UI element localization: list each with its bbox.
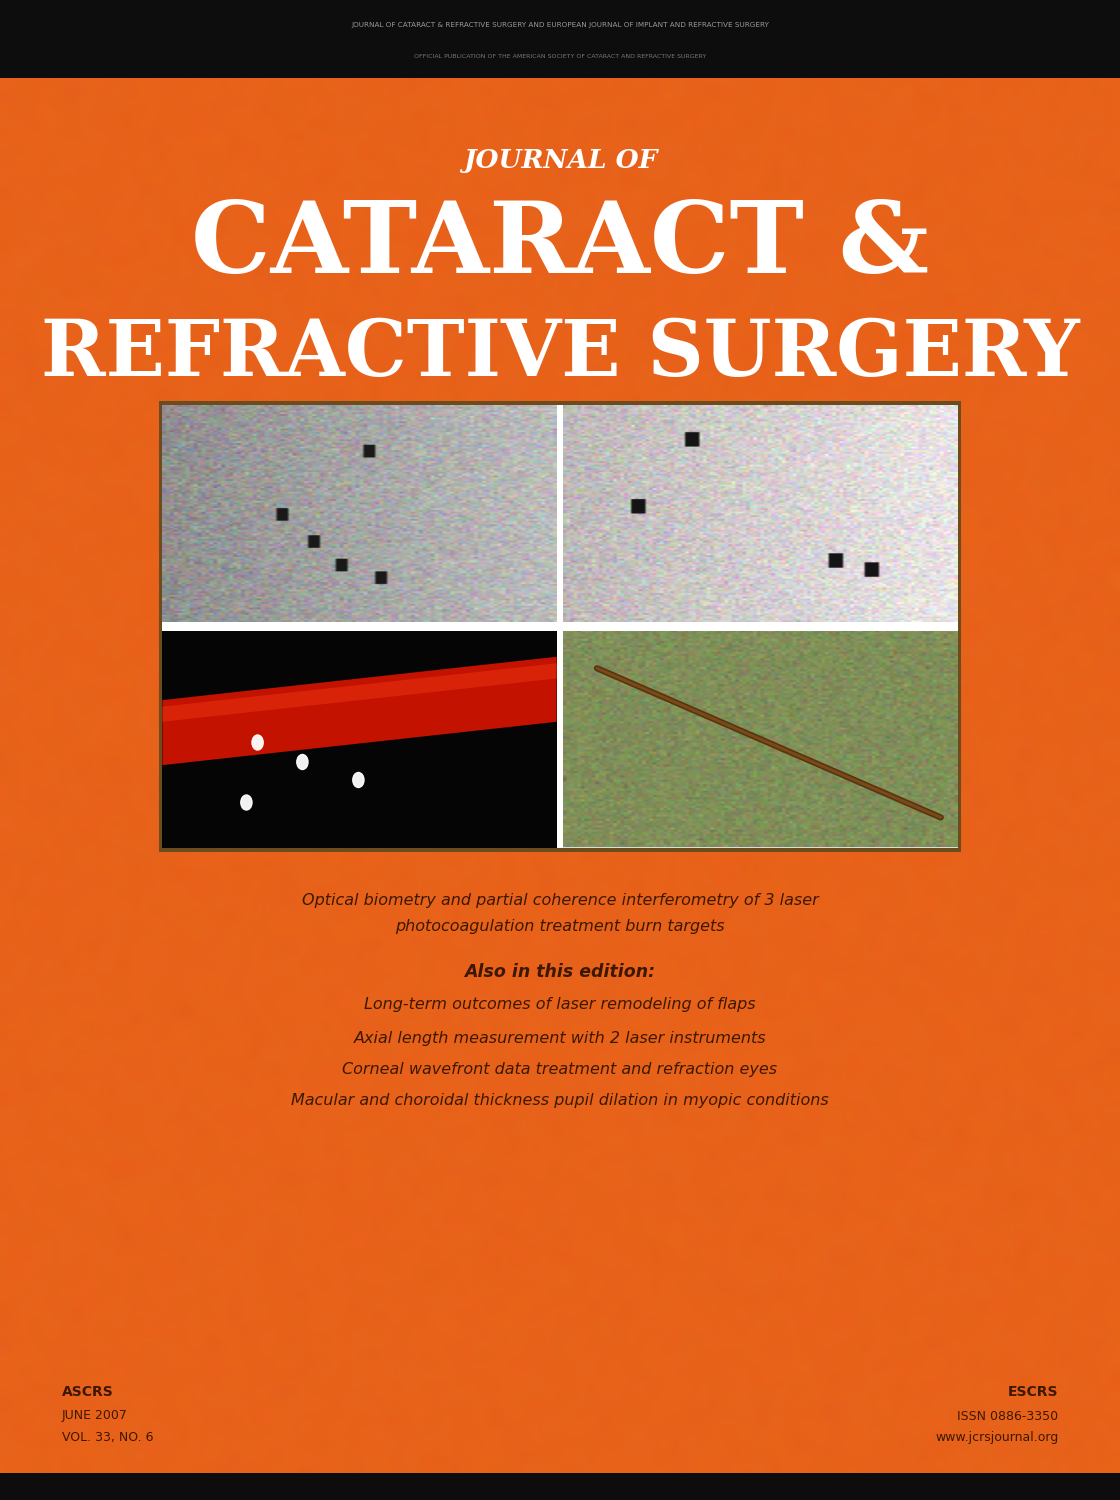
Text: www.jcrsjournal.org: www.jcrsjournal.org bbox=[935, 1431, 1058, 1443]
Text: REFRACTIVE SURGERY: REFRACTIVE SURGERY bbox=[40, 316, 1080, 392]
Polygon shape bbox=[162, 663, 557, 722]
Text: JUNE 2007: JUNE 2007 bbox=[62, 1410, 128, 1422]
Text: Also in this edition:: Also in this edition: bbox=[465, 963, 655, 981]
Circle shape bbox=[297, 754, 308, 770]
Bar bbox=[0, 1473, 1120, 1500]
Bar bbox=[162, 621, 958, 630]
Text: ISSN 0886-3350: ISSN 0886-3350 bbox=[958, 1410, 1058, 1422]
Circle shape bbox=[353, 772, 364, 788]
Text: Macular and choroidal thickness pupil dilation in myopic conditions: Macular and choroidal thickness pupil di… bbox=[291, 1094, 829, 1108]
Bar bbox=[162, 405, 958, 847]
Circle shape bbox=[241, 795, 252, 810]
Text: JOURNAL OF: JOURNAL OF bbox=[463, 148, 657, 172]
Text: photocoagulation treatment burn targets: photocoagulation treatment burn targets bbox=[395, 920, 725, 934]
Text: Corneal wavefront data treatment and refraction eyes: Corneal wavefront data treatment and ref… bbox=[343, 1062, 777, 1077]
Bar bbox=[0, 0, 1120, 78]
Text: Long-term outcomes of laser remodeling of flaps: Long-term outcomes of laser remodeling o… bbox=[364, 998, 756, 1012]
Text: ASCRS: ASCRS bbox=[62, 1384, 113, 1400]
Text: JOURNAL OF CATARACT & REFRACTIVE SURGERY AND EUROPEAN JOURNAL OF IMPLANT AND REF: JOURNAL OF CATARACT & REFRACTIVE SURGERY… bbox=[351, 22, 769, 28]
Bar bbox=[557, 405, 563, 847]
Text: Optical biometry and partial coherence interferometry of 3 laser: Optical biometry and partial coherence i… bbox=[301, 892, 819, 908]
Polygon shape bbox=[162, 657, 557, 765]
Text: ESCRS: ESCRS bbox=[1008, 1384, 1058, 1400]
Text: VOL. 33, NO. 6: VOL. 33, NO. 6 bbox=[62, 1431, 153, 1443]
Bar bbox=[159, 400, 961, 852]
Text: Axial length measurement with 2 laser instruments: Axial length measurement with 2 laser in… bbox=[354, 1030, 766, 1045]
Bar bbox=[162, 630, 557, 848]
Text: OFFICIAL PUBLICATION OF THE AMERICAN SOCIETY OF CATARACT AND REFRACTIVE SURGERY: OFFICIAL PUBLICATION OF THE AMERICAN SOC… bbox=[414, 54, 706, 58]
Circle shape bbox=[252, 735, 263, 750]
Text: CATARACT &: CATARACT & bbox=[192, 198, 928, 294]
